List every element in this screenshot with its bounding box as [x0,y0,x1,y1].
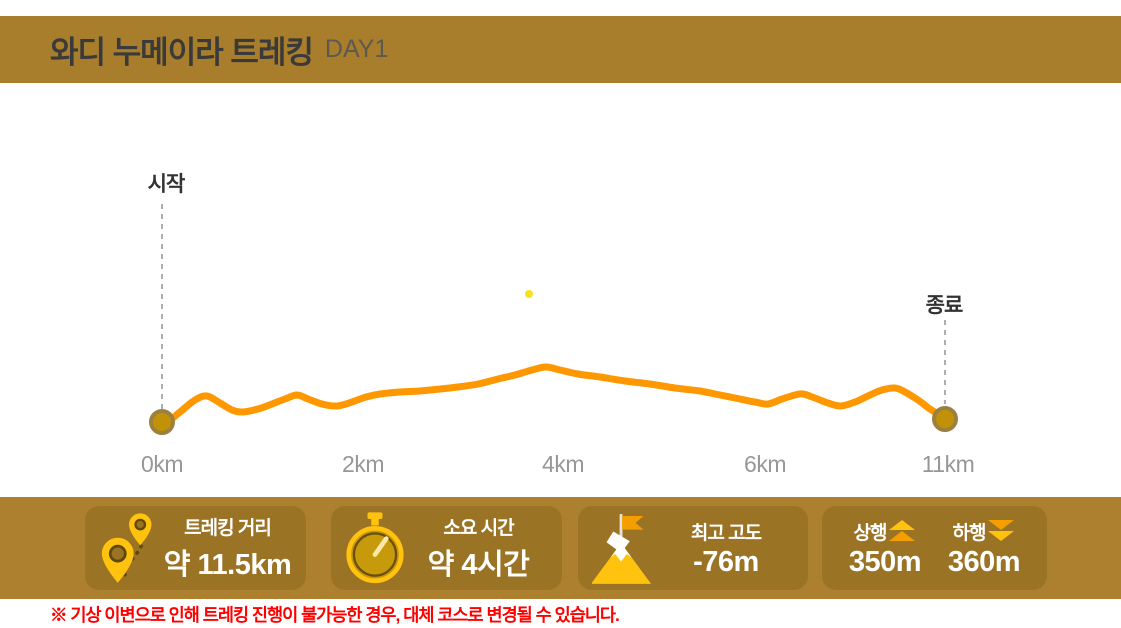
duration-label: 소요 시간 [443,518,514,539]
stat-card-ascent-descent: 상행 350m 하행 360m [822,506,1047,590]
start-label: 시작 [147,173,186,196]
header-bar: 와디 누메이라 트레킹 DAY1 [0,16,1121,83]
ascent-block: 상행 350m [848,518,922,579]
distance-label: 트레킹 거리 [184,518,272,539]
max-altitude-label: 최고 고도 [690,522,762,544]
ascent-value: 350m [848,545,922,578]
page-title: 와디 누메이라 트레킹 [50,35,314,70]
mountain-flag-icon [592,514,652,584]
duration-value: 약 4시간 [427,549,530,581]
x-tick-0km: 0km [141,451,183,477]
descent-value: 360m [947,545,1021,578]
stopwatch-icon [346,512,404,584]
stat-card-max-altitude: 최고 고도 -76m [578,506,808,590]
day-badge: DAY1 [324,35,389,63]
descent-label: 하행 [952,522,987,544]
disclaimer-text: ※ 기상 이변으로 인해 트레킹 진행이 불가능한 경우, 대체 코스로 변경될… [50,605,620,625]
elevation-chart: 시작 종료 0km 2km 4km 6km 11km [0,84,1121,497]
double-chevron-up-icon [889,520,916,541]
ascent-label: 상행 [853,522,887,544]
x-tick-2km: 2km [342,451,384,477]
max-altitude-value: -76m [693,545,759,578]
end-label: 종료 [925,294,964,317]
elevation-profile-svg [149,204,958,435]
x-tick-6km: 6km [744,451,786,477]
double-chevron-down-icon [988,520,1015,541]
x-tick-4km: 4km [542,451,584,477]
stat-card-distance: 트레킹 거리 약 11.5km [85,506,306,590]
stat-card-duration: 소요 시간 약 4시간 [331,506,562,590]
distance-value: 약 11.5km [163,549,292,581]
route-pins-icon [101,513,152,583]
x-tick-11km: 11km [921,451,975,477]
descent-block: 하행 360m [947,518,1021,579]
stats-bar: 트레킹 거리 약 11.5km 소요 시간 약 4시간 [0,497,1121,599]
